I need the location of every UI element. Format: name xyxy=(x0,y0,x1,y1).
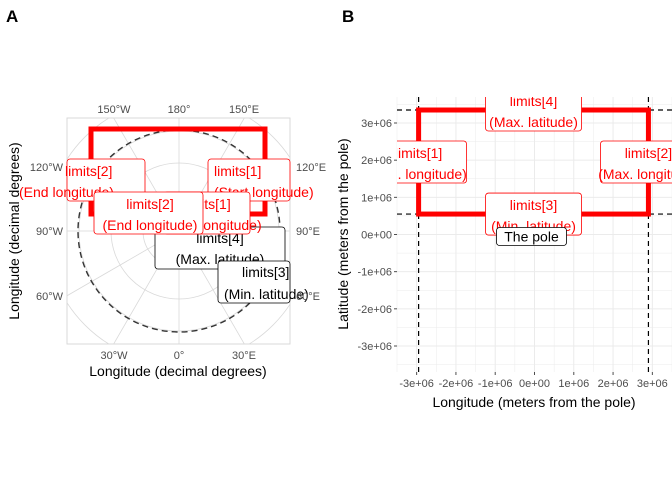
label-line1: limits[2] xyxy=(625,145,672,161)
label-line2: (Max. latitude) xyxy=(489,114,578,130)
label-line1: limits[1] xyxy=(214,163,261,179)
label-line1: limits[1] xyxy=(395,145,442,161)
bottom-tick-label: 30°W xyxy=(100,350,128,362)
x-tick-label: -2e+06 xyxy=(439,378,474,390)
left-tick-label: 60°W xyxy=(36,291,64,303)
y-tick-label: 1e+06 xyxy=(361,192,392,204)
label-line2: (End longitude) xyxy=(19,184,114,200)
y-tick-label: 2e+06 xyxy=(361,155,392,167)
label-line1: limits[4] xyxy=(510,93,557,109)
label-b-l2: limits[2] (Max. longitude) xyxy=(598,140,672,184)
y-tick-label: 0e+00 xyxy=(361,230,392,242)
label-line1: limits[3] xyxy=(242,264,289,280)
right-tick-label: 90°E xyxy=(296,226,320,238)
label-box xyxy=(397,140,468,184)
label-b-l4: limits[4] (Max. latitude) xyxy=(485,93,582,132)
label-a-l2-mid: limits[2] (End longitude) xyxy=(93,191,204,235)
panel-a-y-axis-title: Longitude (decimal degrees) xyxy=(6,142,22,319)
panel-b-y-axis-title: Latitude (meters from the pole) xyxy=(335,138,351,329)
label-a-l2-left: limits[2] (End longitude) xyxy=(19,158,146,202)
panel-b-x-axis-title: Longitude (meters from the pole) xyxy=(432,394,635,410)
label-box xyxy=(496,227,567,246)
right-tick-label: 120°E xyxy=(296,162,326,174)
label-b-l1: limits[1] (Min. longitude) xyxy=(370,140,468,184)
panel-a-tag: A xyxy=(6,7,18,26)
x-tick-label: 3e+06 xyxy=(637,378,668,390)
x-tick-label: -1e+06 xyxy=(478,378,513,390)
label-line1: limits[2] xyxy=(65,163,112,179)
panel-b-tag: B xyxy=(342,7,354,26)
top-tick-label: 150°W xyxy=(97,104,131,116)
panel-b-grid xyxy=(396,97,672,372)
panel-a-x-axis-title: Longitude (decimal degrees) xyxy=(89,363,266,379)
panel-b-plot-area: limits[4] (Max. latitude) limits[1] (Min. l… xyxy=(370,93,672,372)
label-line2: (Min. latitude) xyxy=(224,286,309,302)
x-tick-label: -3e+06 xyxy=(399,378,434,390)
left-tick-label: 120°W xyxy=(30,162,64,174)
y-tick-label: -1e+06 xyxy=(357,267,392,279)
label-b-pole: The pole xyxy=(496,227,567,246)
y-tick-label: -3e+06 xyxy=(357,341,392,353)
bottom-tick-label: 0° xyxy=(174,350,185,362)
panel-a: limits[4] (Max. latitude) limits[3] (Min… xyxy=(6,104,326,379)
label-line2: (Min. longitude) xyxy=(370,166,467,182)
label-line1: limits[3] xyxy=(510,197,557,213)
label-line2: (Max. longitude) xyxy=(598,166,672,182)
top-tick-label: 150°E xyxy=(229,104,259,116)
label-line1: The pole xyxy=(504,229,559,245)
label-box xyxy=(485,97,582,132)
panel-b: limits[4] (Max. latitude) limits[1] (Min. l… xyxy=(335,93,672,410)
label-line1: limits[2] xyxy=(126,196,173,212)
y-tick-label: 3e+06 xyxy=(361,118,392,130)
right-tick-label: 60°E xyxy=(296,291,320,303)
x-tick-label: 2e+06 xyxy=(598,378,629,390)
label-box xyxy=(600,140,672,184)
x-tick-label: 0e+00 xyxy=(519,378,550,390)
x-tick-label: 1e+06 xyxy=(558,378,589,390)
label-line2: (End longitude) xyxy=(103,217,198,233)
left-tick-label: 90°W xyxy=(36,226,64,238)
y-tick-label: -2e+06 xyxy=(357,304,392,316)
panel-a-ticks: 150°W 180° 150°E 30°W 0° 30°E 60°W 90°W … xyxy=(30,104,326,362)
panel-b-ticks: -3e+06 -2e+06 -1e+06 0e+00 1e+06 2e+06 3e+06 -3… xyxy=(357,118,667,390)
bottom-tick-label: 30°E xyxy=(232,350,256,362)
top-tick-label: 180° xyxy=(168,104,191,116)
label-a-l3: limits[3] (Min. latitude) xyxy=(217,260,309,304)
